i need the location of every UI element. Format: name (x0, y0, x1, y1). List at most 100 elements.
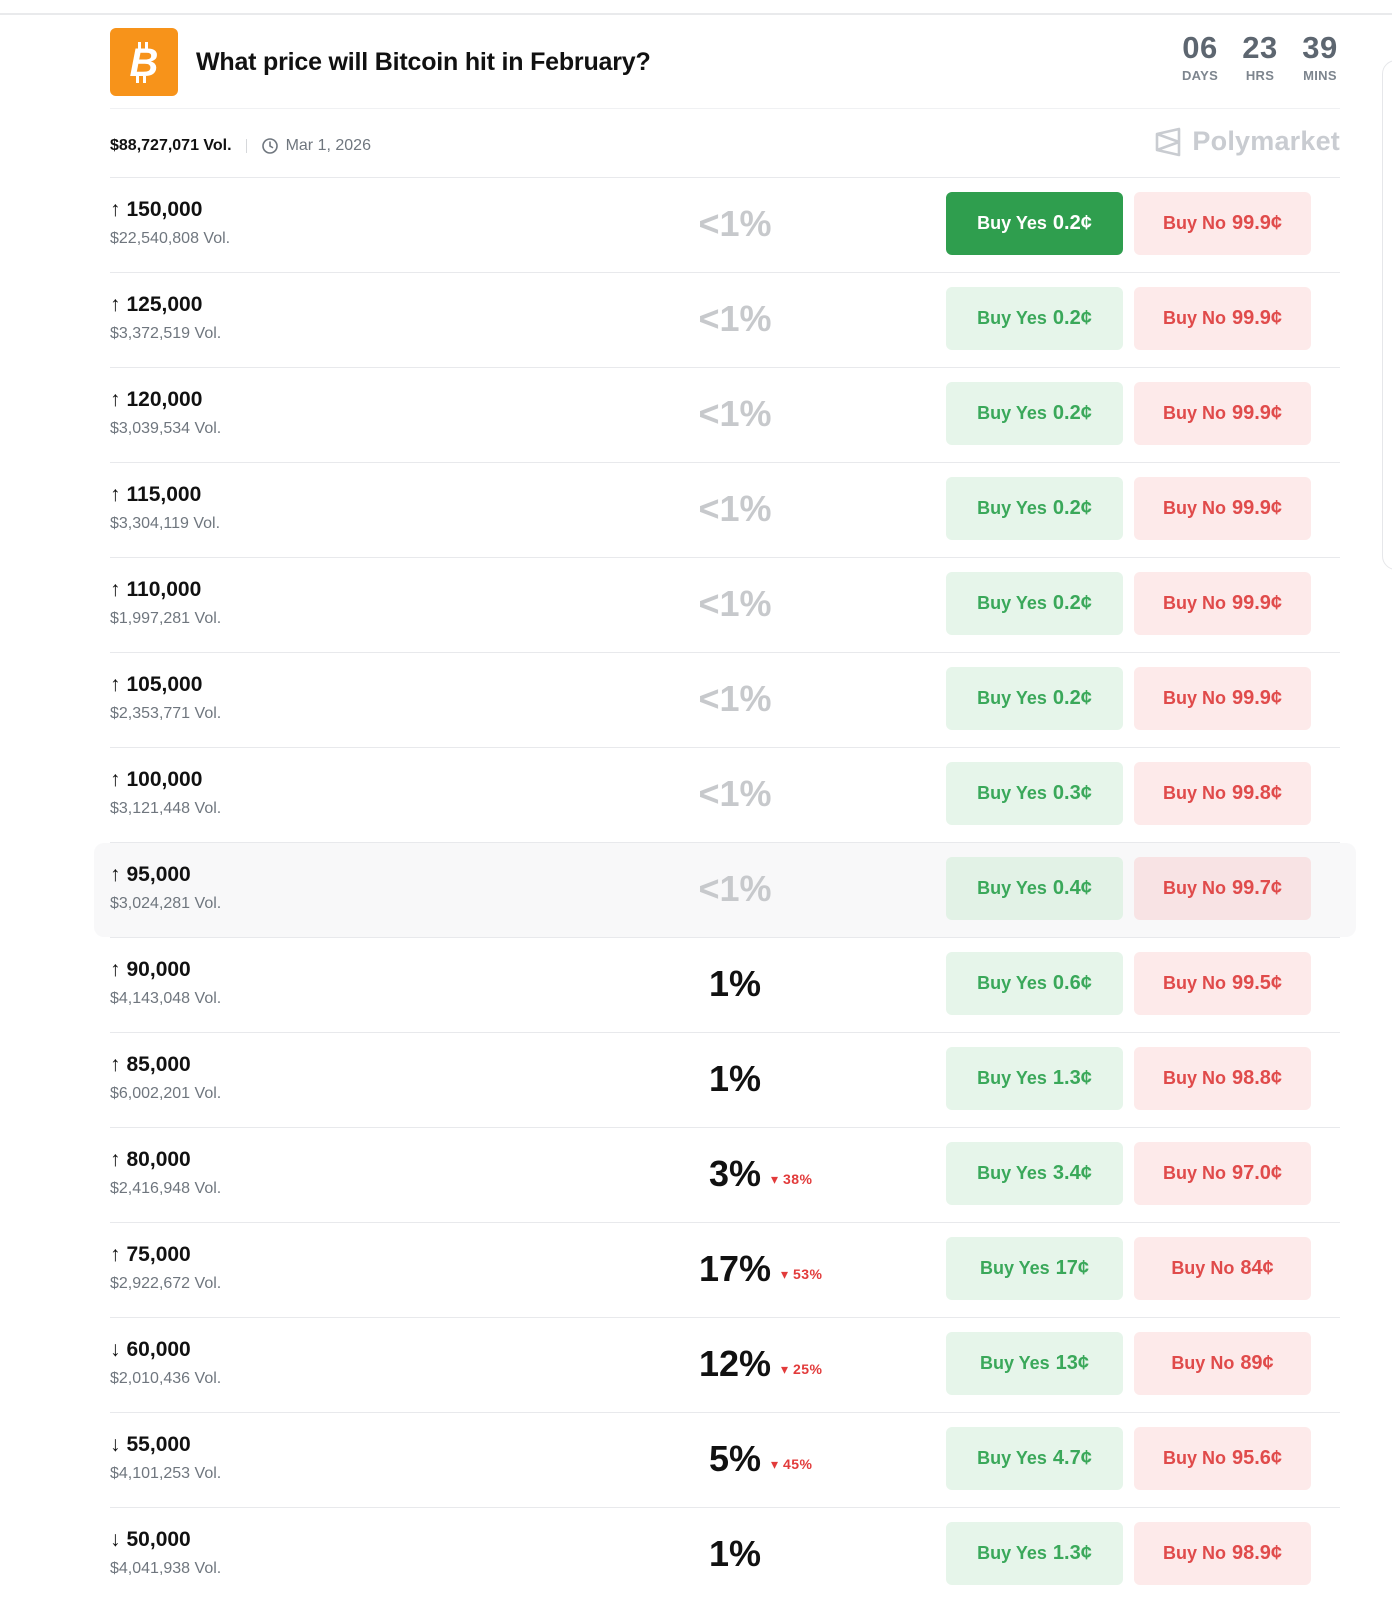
buy-yes-button[interactable]: Buy Yes 0.2¢ (946, 287, 1123, 350)
meta-divider (245, 139, 247, 153)
countdown-days-value: 06 (1182, 30, 1218, 65)
chance-value: 1% (708, 963, 762, 1004)
buy-yes-label: Buy Yes (977, 1068, 1047, 1088)
arrow-up-icon: ↑ (110, 483, 121, 506)
market-row[interactable]: ↑ 75,000 $2,922,672 Vol. 17% ▾ 53% Buy Y… (110, 1222, 1340, 1317)
polymarket-brand[interactable]: Polymarket (1154, 126, 1340, 157)
market-volume: $22,540,808 Vol. (110, 230, 231, 247)
buy-no-button[interactable]: Buy No 99.9¢ (1134, 477, 1311, 540)
buy-yes-button[interactable]: Buy Yes 4.7¢ (946, 1427, 1123, 1490)
market-row[interactable]: ↓ 50,000 $4,041,938 Vol. 1% Buy Yes 1.3¢… (110, 1507, 1340, 1602)
buy-no-price: 98.8¢ (1231, 1067, 1283, 1089)
buy-yes-button[interactable]: Buy Yes 1.3¢ (946, 1047, 1123, 1110)
buy-yes-button[interactable]: Buy Yes 0.2¢ (946, 477, 1123, 540)
change-indicator: ▾ 45% (771, 1456, 812, 1473)
buy-yes-price: 4.7¢ (1052, 1447, 1092, 1469)
chance-value: 1% (708, 1533, 762, 1574)
strike-value: 150,000 (126, 198, 203, 221)
buy-yes-button[interactable]: Buy Yes 1.3¢ (946, 1522, 1123, 1585)
change-value: 53% (792, 1266, 823, 1282)
buy-no-button[interactable]: Buy No 98.9¢ (1134, 1522, 1311, 1585)
buy-yes-label: Buy Yes (979, 1258, 1050, 1278)
market-row[interactable]: ↑ 80,000 $2,416,948 Vol. 3% ▾ 38% Buy Ye… (110, 1127, 1340, 1222)
buy-no-label: Buy No (1171, 1258, 1235, 1278)
buy-no-button[interactable]: Buy No 99.5¢ (1134, 952, 1311, 1015)
buy-yes-button[interactable]: Buy Yes 0.4¢ (946, 857, 1123, 920)
buy-no-button[interactable]: Buy No 99.7¢ (1134, 857, 1311, 920)
market-row[interactable]: ↑ 110,000 $1,997,281 Vol. <1% Buy Yes 0.… (110, 557, 1340, 652)
chance-value: <1% (698, 583, 772, 624)
market-row[interactable]: ↑ 85,000 $6,002,201 Vol. 1% Buy Yes 1.3¢… (110, 1032, 1340, 1127)
caret-down-icon: ▾ (771, 1171, 779, 1187)
market-row[interactable]: ↑ 115,000 $3,304,119 Vol. <1% Buy Yes 0.… (110, 462, 1340, 557)
buy-no-button[interactable]: Buy No 84¢ (1134, 1237, 1311, 1300)
header-divider (110, 108, 1340, 109)
market-row[interactable]: ↑ 95,000 $3,024,281 Vol. <1% Buy Yes 0.4… (94, 842, 1356, 937)
strike-value: 100,000 (126, 768, 203, 791)
market-row[interactable]: ↓ 55,000 $4,101,253 Vol. 5% ▾ 45% Buy Ye… (110, 1412, 1340, 1507)
buy-no-label: Buy No (1162, 1543, 1226, 1563)
market-row[interactable]: ↑ 150,000 $22,540,808 Vol. <1% Buy Yes 0… (110, 177, 1340, 272)
buy-yes-label: Buy Yes (977, 593, 1047, 613)
buy-yes-label: Buy Yes (977, 498, 1047, 518)
buy-no-label: Buy No (1162, 878, 1226, 898)
arrow-up-icon: ↑ (110, 1243, 121, 1266)
buy-yes-price: 0.2¢ (1052, 592, 1092, 614)
strike-value: 115,000 (126, 483, 202, 506)
buy-no-button[interactable]: Buy No 98.8¢ (1134, 1047, 1311, 1110)
market-row[interactable]: ↑ 105,000 $2,353,771 Vol. <1% Buy Yes 0.… (110, 652, 1340, 747)
strike-price: ↑ 150,000 (110, 198, 202, 222)
buy-no-button[interactable]: Buy No 97.0¢ (1134, 1142, 1311, 1205)
market-row[interactable]: ↓ 60,000 $2,010,436 Vol. 12% ▾ 25% Buy Y… (110, 1317, 1340, 1412)
market-volume: $2,922,672 Vol. (110, 1275, 222, 1292)
strike-value: 120,000 (126, 388, 203, 411)
market-row[interactable]: ↑ 125,000 $3,372,519 Vol. <1% Buy Yes 0.… (110, 272, 1340, 367)
buy-yes-button[interactable]: Buy Yes 0.2¢ (946, 382, 1123, 445)
caret-down-icon: ▾ (781, 1361, 789, 1377)
market-row[interactable]: ↑ 120,000 $3,039,534 Vol. <1% Buy Yes 0.… (110, 367, 1340, 462)
buy-no-label: Buy No (1171, 1353, 1235, 1373)
buy-no-label: Buy No (1162, 1068, 1226, 1088)
market-row[interactable]: ↑ 90,000 $4,143,048 Vol. 1% Buy Yes 0.6¢… (110, 937, 1340, 1032)
buy-yes-label: Buy Yes (977, 1163, 1047, 1183)
buy-yes-button[interactable]: Buy Yes 13¢ (946, 1332, 1123, 1395)
chance-percent: <1% (630, 485, 840, 533)
buy-no-label: Buy No (1162, 308, 1226, 328)
brand-name: Polymarket (1192, 126, 1340, 156)
strike-price: ↑ 90,000 (110, 958, 191, 982)
page-title: What price will Bitcoin hit in February? (196, 48, 651, 76)
bitcoin-logo-icon: B (110, 28, 178, 96)
buy-no-button[interactable]: Buy No 99.9¢ (1134, 667, 1311, 730)
buy-no-label: Buy No (1162, 593, 1226, 613)
buy-no-button[interactable]: Buy No 99.9¢ (1134, 572, 1311, 635)
buy-no-button[interactable]: Buy No 99.8¢ (1134, 762, 1311, 825)
arrow-up-icon: ↑ (110, 768, 121, 791)
buy-no-price: 99.9¢ (1231, 497, 1283, 519)
buy-yes-button[interactable]: Buy Yes 17¢ (946, 1237, 1123, 1300)
buy-yes-button[interactable]: Buy Yes 0.3¢ (946, 762, 1123, 825)
buy-yes-button[interactable]: Buy Yes 0.2¢ (946, 192, 1123, 255)
buy-yes-button[interactable]: Buy Yes 0.6¢ (946, 952, 1123, 1015)
chance-value: 3% (708, 1153, 762, 1194)
countdown-minutes-label: MINS (1303, 68, 1337, 83)
buy-yes-button[interactable]: Buy Yes 0.2¢ (946, 572, 1123, 635)
chance-percent: <1% (630, 390, 840, 438)
strike-price: ↑ 120,000 (110, 388, 202, 412)
market-row[interactable]: ↑ 100,000 $3,121,448 Vol. <1% Buy Yes 0.… (110, 747, 1340, 842)
buy-no-button[interactable]: Buy No 99.9¢ (1134, 382, 1311, 445)
buy-yes-label: Buy Yes (977, 213, 1047, 233)
buy-no-button[interactable]: Buy No 89¢ (1134, 1332, 1311, 1395)
market-header: B What price will Bitcoin hit in Februar… (110, 28, 1340, 98)
buy-yes-button[interactable]: Buy Yes 0.2¢ (946, 667, 1123, 730)
buy-yes-button[interactable]: Buy Yes 3.4¢ (946, 1142, 1123, 1205)
strike-value: 55,000 (126, 1433, 191, 1456)
buy-yes-price: 3.4¢ (1052, 1162, 1092, 1184)
buy-no-button[interactable]: Buy No 99.9¢ (1134, 192, 1311, 255)
market-volume: $2,010,436 Vol. (110, 1370, 222, 1387)
chance-percent: 1% (630, 1530, 840, 1578)
buy-no-button[interactable]: Buy No 95.6¢ (1134, 1427, 1311, 1490)
arrow-up-icon: ↑ (110, 958, 121, 981)
strike-value: 60,000 (126, 1338, 191, 1361)
buy-yes-label: Buy Yes (977, 308, 1047, 328)
buy-no-button[interactable]: Buy No 99.9¢ (1134, 287, 1311, 350)
